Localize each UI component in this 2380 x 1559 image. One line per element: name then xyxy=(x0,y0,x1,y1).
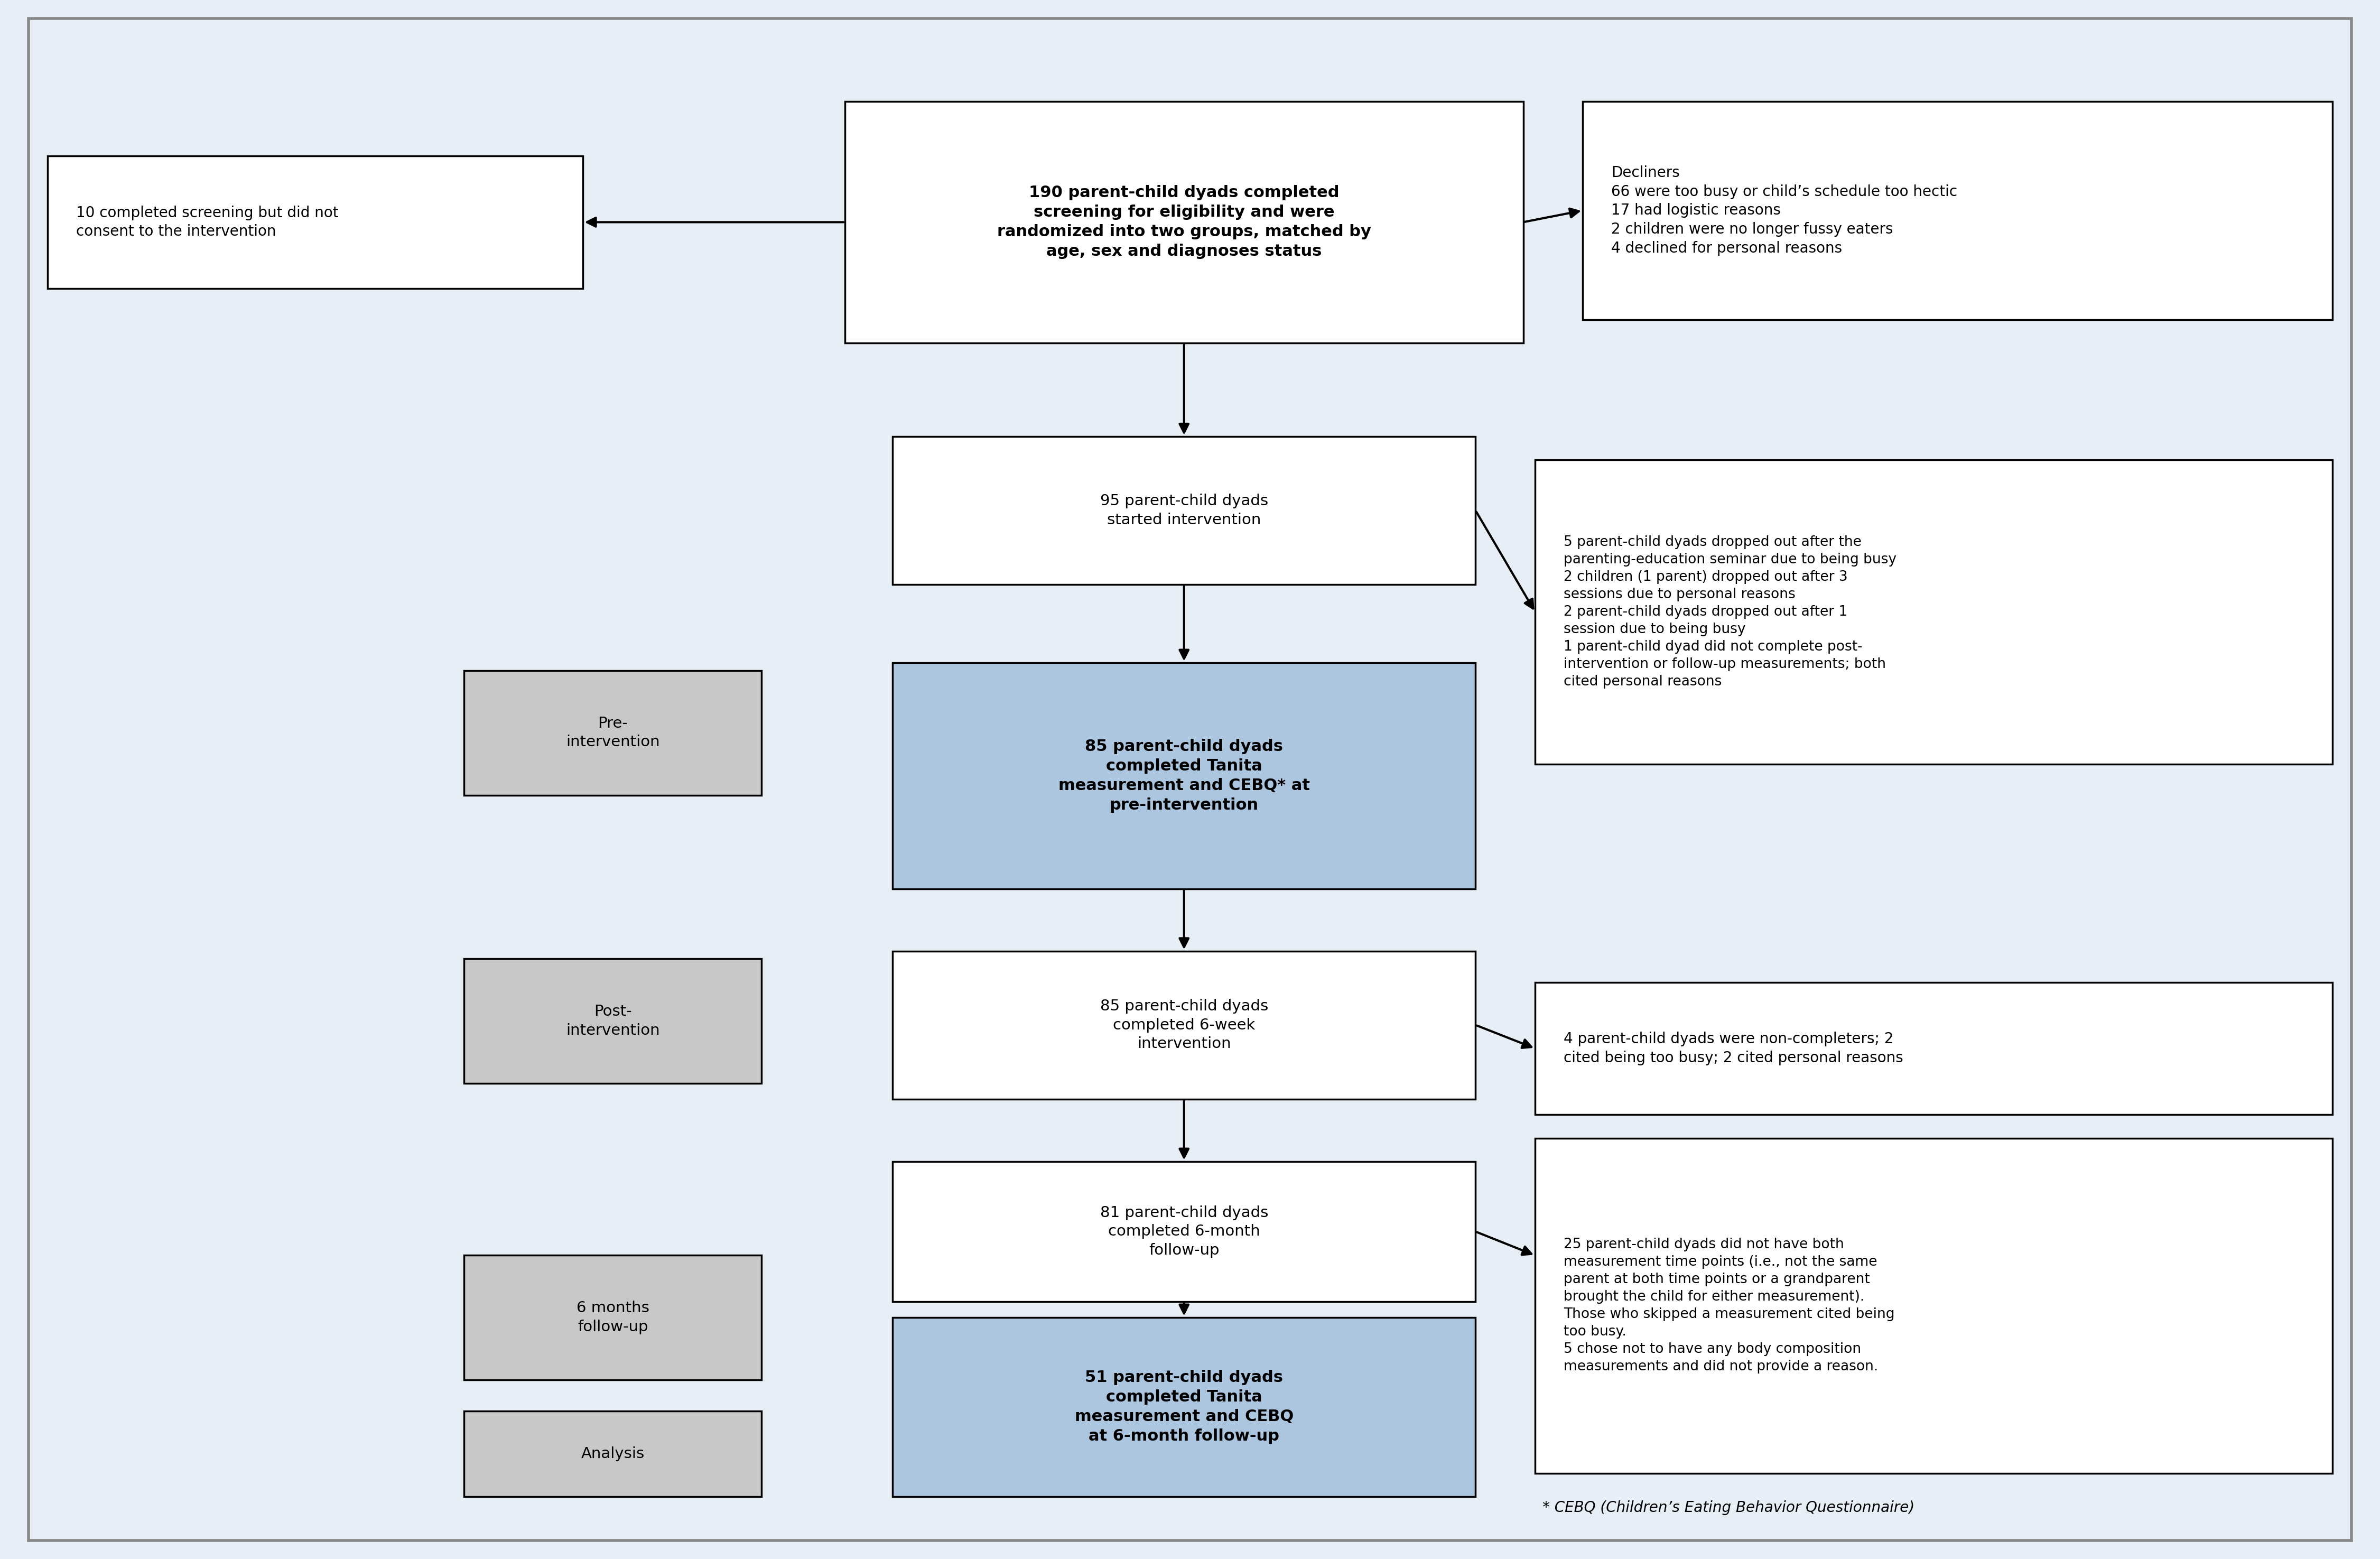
FancyBboxPatch shape xyxy=(892,1161,1476,1302)
FancyBboxPatch shape xyxy=(892,1317,1476,1497)
Text: 4 parent-child dyads were non-completers; 2
cited being too busy; 2 cited person: 4 parent-child dyads were non-completers… xyxy=(1564,1032,1904,1065)
FancyBboxPatch shape xyxy=(1583,101,2332,320)
FancyBboxPatch shape xyxy=(464,670,762,795)
FancyBboxPatch shape xyxy=(1535,1138,2332,1473)
Text: * CEBQ (Children’s Eating Behavior Questionnaire): * CEBQ (Children’s Eating Behavior Quest… xyxy=(1542,1501,1914,1515)
Text: 5 parent-child dyads dropped out after the
parenting-education seminar due to be: 5 parent-child dyads dropped out after t… xyxy=(1564,535,1897,689)
Text: 6 months
follow-up: 6 months follow-up xyxy=(576,1300,650,1335)
Text: 10 completed screening but did not
consent to the intervention: 10 completed screening but did not conse… xyxy=(76,206,338,239)
FancyBboxPatch shape xyxy=(1535,460,2332,764)
FancyBboxPatch shape xyxy=(48,156,583,288)
FancyBboxPatch shape xyxy=(29,19,2351,1540)
FancyBboxPatch shape xyxy=(845,101,1523,343)
FancyBboxPatch shape xyxy=(464,1255,762,1380)
Text: Analysis: Analysis xyxy=(581,1447,645,1461)
FancyBboxPatch shape xyxy=(464,1411,762,1497)
Text: Decliners
66 were too busy or child’s schedule too hectic
17 had logistic reason: Decliners 66 were too busy or child’s sc… xyxy=(1611,165,1956,256)
Text: 190 parent-child dyads completed
screening for eligibility and were
randomized i: 190 parent-child dyads completed screeni… xyxy=(997,186,1371,259)
Text: Post-
intervention: Post- intervention xyxy=(566,1004,659,1038)
FancyBboxPatch shape xyxy=(892,951,1476,1099)
FancyBboxPatch shape xyxy=(464,959,762,1084)
Text: 25 parent-child dyads did not have both
measurement time points (i.e., not the s: 25 parent-child dyads did not have both … xyxy=(1564,1238,1894,1373)
Text: 85 parent-child dyads
completed 6-week
intervention: 85 parent-child dyads completed 6-week i… xyxy=(1100,999,1269,1051)
FancyBboxPatch shape xyxy=(1535,982,2332,1115)
Text: 81 parent-child dyads
completed 6-month
follow-up: 81 parent-child dyads completed 6-month … xyxy=(1100,1205,1269,1258)
Text: 85 parent-child dyads
completed Tanita
measurement and CEBQ* at
pre-intervention: 85 parent-child dyads completed Tanita m… xyxy=(1059,739,1309,812)
Text: Pre-
intervention: Pre- intervention xyxy=(566,716,659,750)
FancyBboxPatch shape xyxy=(892,663,1476,889)
FancyBboxPatch shape xyxy=(892,437,1476,585)
Text: 51 parent-child dyads
completed Tanita
measurement and CEBQ
at 6-month follow-up: 51 parent-child dyads completed Tanita m… xyxy=(1076,1370,1292,1444)
Text: 95 parent-child dyads
started intervention: 95 parent-child dyads started interventi… xyxy=(1100,494,1269,527)
